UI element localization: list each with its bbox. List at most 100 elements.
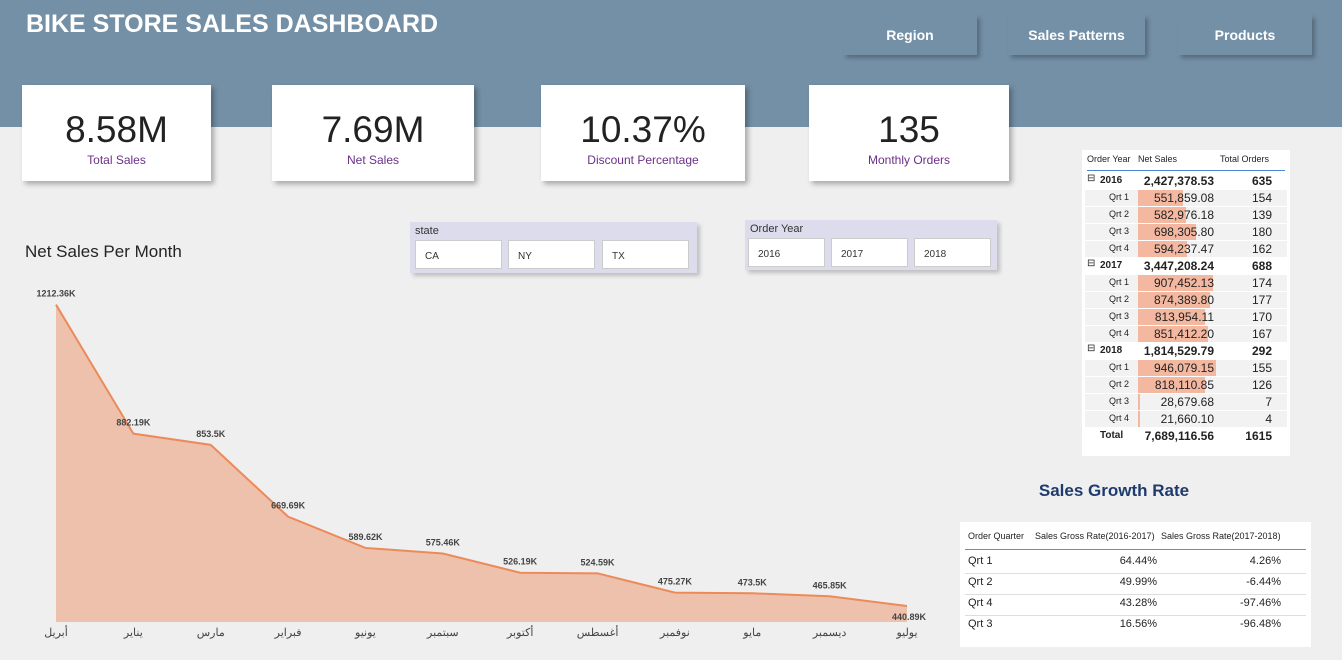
row-label: Qrt 3 [1108,311,1129,321]
header-rule [965,549,1306,550]
expand-icon: ⊟ [1087,173,1096,184]
row-label: Qrt 4 [1108,413,1129,423]
column-header: Order Quarter [968,531,1025,541]
matrix: Order Year Net Sales Total Orders ⊟ 2016 2,42… [1082,150,1290,456]
row-label: 2017 [1100,260,1123,271]
kpi-value: 10.37% [580,109,706,150]
total-orders: 174 [1251,276,1272,290]
data-bar [1138,326,1209,342]
kpi-label: Net Sales [346,153,400,167]
row-label: Qrt 1 [1108,362,1129,372]
row-bg [1085,394,1287,410]
total-orders: 170 [1251,310,1272,324]
column-header: Total Orders [1220,154,1270,164]
rate: 64.44% [1119,555,1157,567]
total-orders: 635 [1251,174,1272,188]
row-bg [1085,190,1287,206]
rate: -6.44% [1246,576,1281,588]
quarter: Qrt 1 [968,555,993,567]
nav-button[interactable]: Products [1178,15,1312,55]
slicer-title: Order Year [750,223,804,235]
rate: 16.56% [1119,618,1157,630]
data-bar [1138,377,1206,393]
kpi-label: Discount Percentage [587,153,699,167]
net-sales: 594,237.47 [1153,242,1214,256]
total-orders: 126 [1251,378,1272,392]
rate: -97.46% [1240,597,1281,609]
net-sales: 28,679.68 [1160,395,1214,409]
data-label: 440.89K [892,612,927,622]
data-label: 473.5K [738,577,768,587]
slicer-option[interactable]: 2018 [914,238,991,267]
x-tick-label: يناير [123,627,143,639]
quarter: Qrt 3 [968,618,993,630]
quarter: Qrt 4 [968,597,993,609]
slicer: Order Year 2016 2017 2018 [745,220,997,270]
x-tick-label: سبتمبر [426,627,459,639]
area-chart: Net Sales Per Month 1212.36K أبريل 882.19K ي… [25,242,927,639]
net-sales: 1,814,529.79 [1143,344,1214,358]
net-sales: 874,389.80 [1153,293,1214,307]
net-sales: 2,427,378.53 [1143,174,1214,188]
nav-button[interactable]: Sales Patterns [1008,15,1145,55]
net-sales: 551,859.08 [1153,191,1214,205]
slicer-option[interactable]: 2017 [831,238,908,267]
data-bar [1138,224,1196,240]
row-label: Qrt 2 [1108,379,1129,389]
total-orders: 155 [1251,361,1272,375]
kpi-label: Monthly Orders [867,153,951,167]
row-label: Qrt 1 [1108,277,1129,287]
data-label: 575.46K [426,537,461,547]
total-orders: 167 [1251,327,1272,341]
x-tick-label: مارس [197,627,225,639]
net-sales: 582,976.18 [1153,208,1214,222]
data-bar [1138,394,1141,410]
data-label: 882.19K [116,418,151,428]
slicer-option[interactable]: 2016 [748,238,825,267]
column-header: Sales Gross Rate(2016-2017) [1035,531,1155,541]
column-header: Order Year [1087,154,1131,164]
x-tick-label: نوفمبر [659,627,690,639]
row-rule [965,615,1306,616]
net-sales: 7,689,116.56 [1144,429,1214,443]
data-bar [1138,241,1187,257]
quarter: Qrt 2 [968,576,993,588]
net-sales: 946,079.15 [1153,361,1214,375]
rate: 4.26% [1249,555,1281,567]
slicer-option[interactable]: CA [415,240,502,269]
row-label: Qrt 4 [1108,328,1129,338]
slicer-option[interactable]: NY [508,240,595,269]
data-label: 1212.36K [36,289,76,299]
x-tick-label: مايو [742,627,761,639]
net-sales: 813,954.11 [1154,310,1214,324]
total-orders: 292 [1251,344,1272,358]
kpi-value: 7.69M [321,109,425,150]
slicer-title: state [415,225,439,237]
slicer: state CA NY TX [410,222,697,273]
data-label: 524.59K [581,557,616,567]
kpi-card: 135 Monthly Orders [809,85,1009,181]
nav-button[interactable]: Region [843,15,977,55]
kpi-value: 135 [878,109,940,150]
expand-icon: ⊟ [1087,258,1096,269]
data-bar [1138,360,1216,376]
row-label: 2016 [1100,175,1123,186]
row-label: Qrt 1 [1108,192,1129,202]
row-label: Qrt 3 [1108,226,1129,236]
row-bg [1085,411,1287,427]
chart-title: Net Sales Per Month [25,242,182,261]
net-sales: 698,305.80 [1153,225,1214,239]
total-orders: 1615 [1245,429,1272,443]
data-bar [1138,207,1187,223]
x-tick-label: أبريل [44,625,68,639]
row-rule [965,594,1306,595]
x-tick-label: يونيو [354,627,376,639]
slicer-option[interactable]: TX [602,240,689,269]
total-orders: 180 [1251,225,1272,239]
net-sales: 907,452.13 [1153,276,1214,290]
data-label: 465.85K [813,580,848,590]
data-label: 853.5K [196,429,226,439]
row-label: Qrt 3 [1108,396,1129,406]
total-orders: 154 [1251,191,1272,205]
x-tick-label: ديسمبر [812,627,847,639]
